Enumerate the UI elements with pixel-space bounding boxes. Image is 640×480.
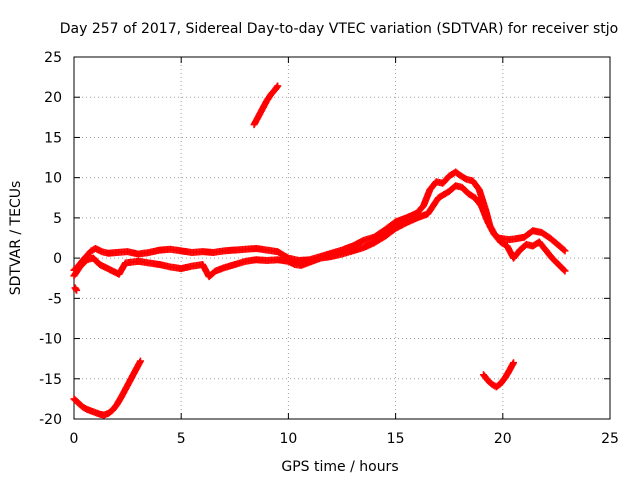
data-point	[510, 359, 518, 367]
x-tick-label: 5	[177, 431, 186, 447]
y-axis-label: SDTVAR / TECUs	[8, 181, 24, 296]
y-tick-label: -15	[39, 372, 62, 388]
data-point	[73, 286, 81, 294]
y-tick-label: -20	[39, 412, 62, 428]
x-axis-label: GPS time / hours	[281, 459, 398, 475]
series-arc-upper	[250, 82, 282, 129]
data-point	[560, 266, 568, 274]
x-tick-label: 25	[601, 431, 619, 447]
series-main-upper	[70, 168, 569, 274]
y-tick-label: 20	[44, 90, 62, 106]
series-arc-bottom-left	[70, 357, 144, 419]
x-tick-label: 20	[494, 431, 512, 447]
chart-title: Day 257 of 2017, Sidereal Day-to-day VTE…	[60, 21, 618, 37]
grid	[74, 57, 610, 419]
series-arc-bottom-right	[480, 359, 518, 391]
y-tick-label: 25	[44, 50, 62, 66]
data-point	[136, 357, 144, 365]
x-tick-label: 15	[387, 431, 405, 447]
series-start-dot	[71, 284, 81, 294]
series-main-lower	[70, 182, 569, 281]
y-tick-label: 10	[44, 171, 62, 187]
plot-frame	[73, 56, 611, 420]
y-tick-label: 15	[44, 130, 62, 146]
y-tick-label: -5	[48, 291, 62, 307]
data-point	[561, 247, 569, 255]
data-layer	[70, 82, 569, 419]
axis-ticks: 0 5 10 15 20 25 -20 -15 -10 -5 0 5 10 15 20 25	[39, 50, 619, 447]
x-tick-label: 10	[279, 431, 297, 447]
y-tick-label: -10	[39, 332, 62, 348]
data-point	[560, 246, 568, 254]
y-tick-label: 0	[53, 251, 62, 267]
data-point	[274, 82, 282, 90]
y-tick-label: 5	[53, 211, 62, 227]
x-tick-label: 0	[70, 431, 79, 447]
data-point	[561, 267, 569, 275]
